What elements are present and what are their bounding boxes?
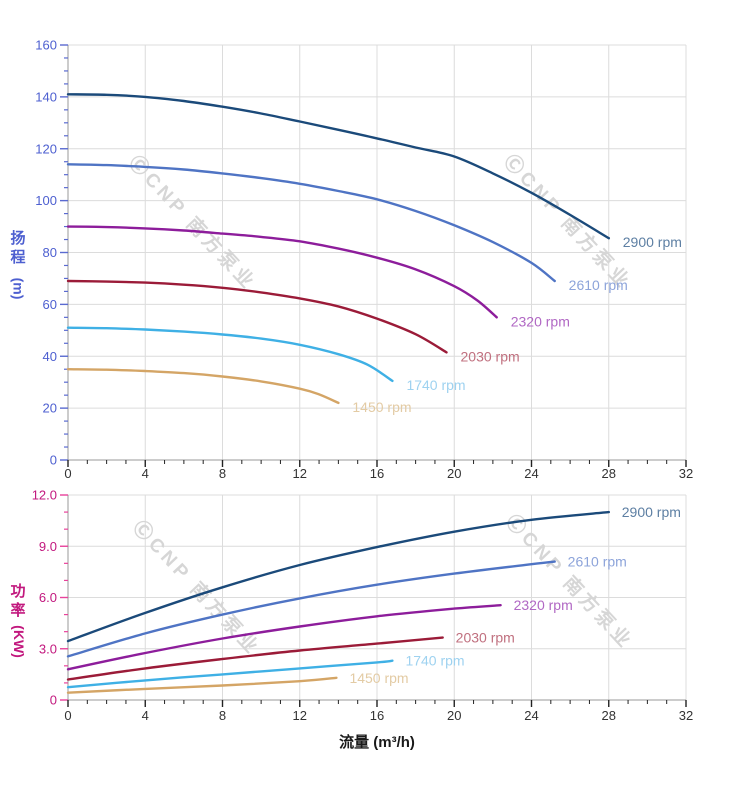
y-tick-label: 160 xyxy=(35,38,57,53)
power-axis-title: 功 率 (KW) xyxy=(5,566,31,666)
x-tick-label: 32 xyxy=(679,466,693,481)
x-tick-label: 28 xyxy=(602,708,616,723)
x-tick-label: 4 xyxy=(142,466,149,481)
y-tick-label: 100 xyxy=(35,193,57,208)
y-tick-label: 3.0 xyxy=(39,641,57,656)
curve-2900-rpm xyxy=(66,510,610,643)
curve-1740-rpm xyxy=(66,659,394,689)
curve-2610-rpm xyxy=(66,163,556,283)
curve-1450-rpm xyxy=(66,368,340,405)
curve-label-2610-rpm: 2610 rpm xyxy=(568,554,627,570)
curve-label-2320-rpm: 2320 rpm xyxy=(511,313,570,329)
y-tick-label: 12.0 xyxy=(32,488,57,503)
curve-label-2610-rpm: 2610 rpm xyxy=(569,277,628,293)
power-axis-title-char: 功 xyxy=(10,582,26,600)
y-tick-label: 9.0 xyxy=(39,539,57,554)
watermark: ⒸCNP 南方泵业 xyxy=(499,150,636,294)
curve-2900-rpm xyxy=(66,93,610,240)
curve-2030-rpm xyxy=(66,279,448,354)
head-axis-unit: (m) xyxy=(10,277,27,299)
head-axis-title-char: 程 xyxy=(10,248,26,266)
curve-label-1450-rpm: 1450 rpm xyxy=(352,399,411,415)
x-tick-label: 24 xyxy=(524,708,538,723)
curve-label-1450-rpm: 1450 rpm xyxy=(349,670,408,686)
y-tick-label: 0 xyxy=(50,453,57,468)
y-tick-label: 6.0 xyxy=(39,590,57,605)
x-tick-label: 8 xyxy=(219,708,226,723)
curve-label-2030-rpm: 2030 rpm xyxy=(456,630,515,646)
curve-label-2030-rpm: 2030 rpm xyxy=(461,348,520,364)
x-tick-label: 0 xyxy=(64,708,71,723)
power-axis-unit: (KW) xyxy=(10,624,27,658)
curve-2320-rpm xyxy=(66,604,502,671)
x-tick-label: 24 xyxy=(524,466,538,481)
curve-label-1740-rpm: 1740 rpm xyxy=(405,653,464,669)
head-axis-title-char: 扬 xyxy=(10,229,26,247)
x-tick-label: 16 xyxy=(370,708,384,723)
x-tick-label: 20 xyxy=(447,708,461,723)
x-tick-label: 20 xyxy=(447,466,461,481)
x-tick-label: 28 xyxy=(602,466,616,481)
watermark: ⒸCNP 南方泵业 xyxy=(501,510,638,654)
curve-2610-rpm xyxy=(66,560,556,658)
x-tick-label: 4 xyxy=(142,708,149,723)
y-tick-label: 40 xyxy=(43,349,57,364)
flow-axis-title: 流量 (m³/h) xyxy=(339,734,415,751)
head-axis-title: 扬 程 (m) xyxy=(5,218,31,308)
curve-1740-rpm xyxy=(66,326,394,383)
curve-label-2320-rpm: 2320 rpm xyxy=(514,597,573,613)
y-tick-label: 120 xyxy=(35,141,57,156)
y-tick-label: 60 xyxy=(43,297,57,312)
y-tick-label: 80 xyxy=(43,245,57,260)
curve-label-1740-rpm: 1740 rpm xyxy=(406,377,465,393)
x-tick-label: 12 xyxy=(293,466,307,481)
x-tick-label: 32 xyxy=(679,708,693,723)
y-tick-label: 0 xyxy=(50,693,57,708)
x-tick-label: 16 xyxy=(370,466,384,481)
y-tick-label: 140 xyxy=(35,89,57,104)
x-tick-label: 12 xyxy=(293,708,307,723)
curve-label-2900-rpm: 2900 rpm xyxy=(623,234,682,250)
curve-1450-rpm xyxy=(66,676,338,694)
curve-2030-rpm xyxy=(66,636,444,681)
x-tick-label: 8 xyxy=(219,466,226,481)
power-axis-title-char: 率 xyxy=(10,601,26,619)
y-tick-label: 20 xyxy=(43,401,57,416)
curve-2320-rpm xyxy=(66,225,498,319)
watermark: ⒸCNP 南方泵业 xyxy=(128,516,265,660)
x-tick-label: 0 xyxy=(64,466,71,481)
curve-label-2900-rpm: 2900 rpm xyxy=(622,504,681,520)
